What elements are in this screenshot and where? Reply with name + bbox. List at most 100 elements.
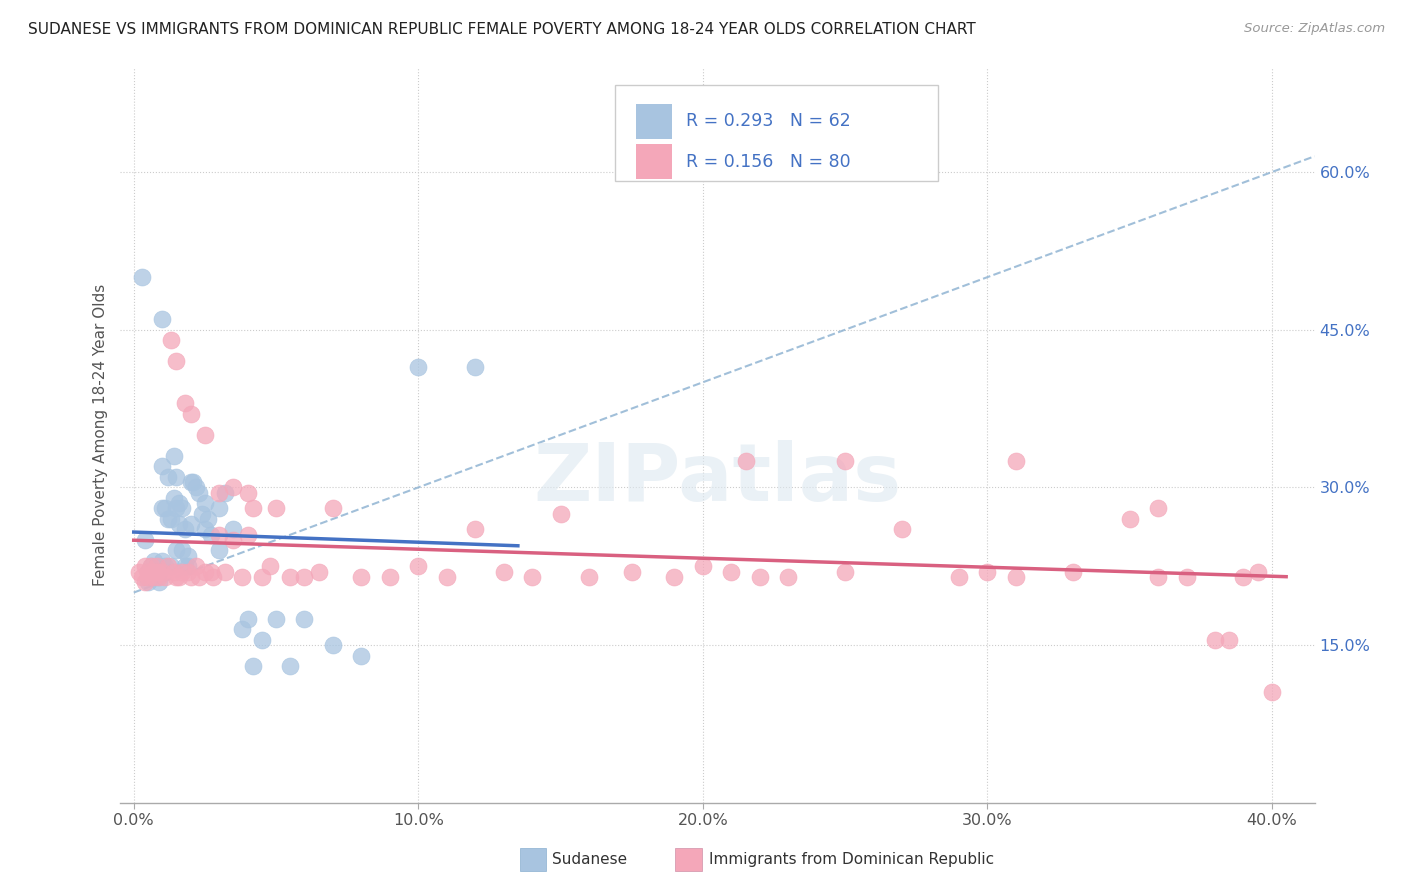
Point <box>142 565 165 579</box>
Point <box>692 559 714 574</box>
Point <box>200 565 222 579</box>
Point <box>197 512 219 526</box>
Point <box>242 659 264 673</box>
Point <box>720 565 742 579</box>
Point <box>264 501 287 516</box>
Point <box>322 638 344 652</box>
Point <box>139 559 162 574</box>
Point <box>139 570 162 584</box>
Bar <box>636 103 672 139</box>
Point <box>165 470 187 484</box>
Point <box>208 485 231 500</box>
Point <box>1175 570 1198 584</box>
Text: Sudanese: Sudanese <box>553 852 627 867</box>
Point <box>128 565 150 579</box>
Point <box>322 501 344 516</box>
Point <box>142 554 165 568</box>
Point <box>174 559 197 574</box>
Point <box>145 559 167 574</box>
Point <box>153 501 176 516</box>
Point <box>308 565 330 579</box>
Point <box>259 559 281 574</box>
Point <box>236 485 259 500</box>
Point <box>408 559 430 574</box>
Point <box>264 612 287 626</box>
Point <box>194 427 217 442</box>
Point <box>194 496 217 510</box>
Point <box>174 523 197 537</box>
Point <box>492 565 515 579</box>
Point <box>139 559 162 574</box>
Point <box>1204 632 1226 647</box>
Bar <box>675 847 702 871</box>
Point <box>976 565 998 579</box>
Point <box>1004 454 1026 468</box>
Point <box>180 407 202 421</box>
Point <box>1247 565 1270 579</box>
Point <box>148 570 170 584</box>
Point <box>134 533 156 547</box>
Point <box>156 470 179 484</box>
Point <box>145 570 167 584</box>
Point <box>202 570 225 584</box>
Point <box>222 523 245 537</box>
Point <box>778 570 800 584</box>
Text: R = 0.156   N = 80: R = 0.156 N = 80 <box>686 153 851 171</box>
Point <box>194 565 217 579</box>
Point <box>748 570 770 584</box>
Point <box>145 565 167 579</box>
Point <box>136 570 159 584</box>
Point <box>172 565 194 579</box>
Point <box>208 501 231 516</box>
Point <box>153 570 176 584</box>
Point <box>148 565 170 579</box>
Point <box>136 574 159 589</box>
Point <box>150 459 173 474</box>
Point <box>1147 570 1170 584</box>
Point <box>186 559 208 574</box>
Point <box>620 565 643 579</box>
Point <box>214 485 236 500</box>
Point <box>150 312 173 326</box>
Point <box>174 396 197 410</box>
Point <box>131 270 153 285</box>
Point <box>408 359 430 374</box>
Bar <box>636 145 672 179</box>
Point <box>242 501 264 516</box>
Point <box>834 454 856 468</box>
Point <box>180 570 202 584</box>
Point <box>1232 570 1254 584</box>
Point <box>464 359 486 374</box>
Point <box>156 512 179 526</box>
Bar <box>520 847 546 871</box>
Point <box>150 554 173 568</box>
Point <box>214 565 236 579</box>
Point <box>159 333 181 347</box>
Point <box>200 527 222 541</box>
Point <box>188 485 211 500</box>
Point <box>162 449 184 463</box>
Point <box>231 570 253 584</box>
Point <box>159 559 181 574</box>
Point <box>250 570 273 584</box>
Point <box>436 570 458 584</box>
Point <box>165 501 187 516</box>
Point <box>177 559 200 574</box>
Point <box>136 565 159 579</box>
Point <box>180 475 202 490</box>
Point <box>222 533 245 547</box>
Point <box>278 570 301 584</box>
Point <box>1118 512 1140 526</box>
Point <box>1062 565 1084 579</box>
Point <box>172 543 194 558</box>
Point <box>145 559 167 574</box>
Point <box>136 565 159 579</box>
Point <box>1261 685 1284 699</box>
Point <box>1004 570 1026 584</box>
Point <box>165 570 187 584</box>
Point <box>194 523 217 537</box>
Point <box>1147 501 1170 516</box>
Point <box>664 570 686 584</box>
Point <box>165 543 187 558</box>
Point <box>191 507 214 521</box>
